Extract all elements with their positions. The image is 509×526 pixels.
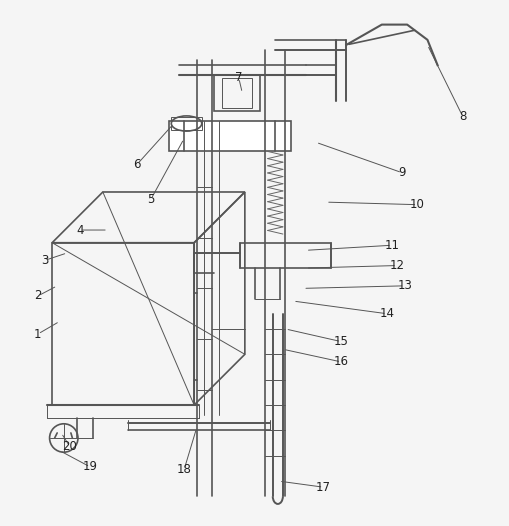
Text: 6: 6 [133, 158, 141, 170]
Text: 20: 20 [62, 440, 77, 453]
Bar [221, 78, 252, 108]
Text: 1: 1 [34, 328, 42, 340]
Bar [52, 242, 194, 405]
Bar [171, 117, 202, 130]
Text: 18: 18 [176, 463, 191, 477]
Text: 15: 15 [333, 335, 348, 348]
Text: 16: 16 [333, 356, 348, 368]
Text: 3: 3 [41, 254, 48, 267]
Bar [214, 75, 260, 111]
Bar [168, 121, 290, 151]
Bar [239, 242, 330, 268]
Text: 19: 19 [82, 460, 97, 473]
Text: 17: 17 [316, 481, 330, 494]
Text: 8: 8 [459, 110, 466, 124]
Text: 14: 14 [379, 307, 393, 320]
Text: 11: 11 [384, 239, 399, 252]
Text: 4: 4 [76, 224, 83, 237]
Text: 10: 10 [409, 198, 424, 211]
Text: 12: 12 [389, 259, 404, 272]
Text: 13: 13 [397, 279, 411, 292]
Text: 7: 7 [235, 72, 242, 84]
Text: 2: 2 [34, 289, 42, 302]
Text: 9: 9 [398, 166, 405, 179]
Text: 5: 5 [147, 193, 154, 206]
